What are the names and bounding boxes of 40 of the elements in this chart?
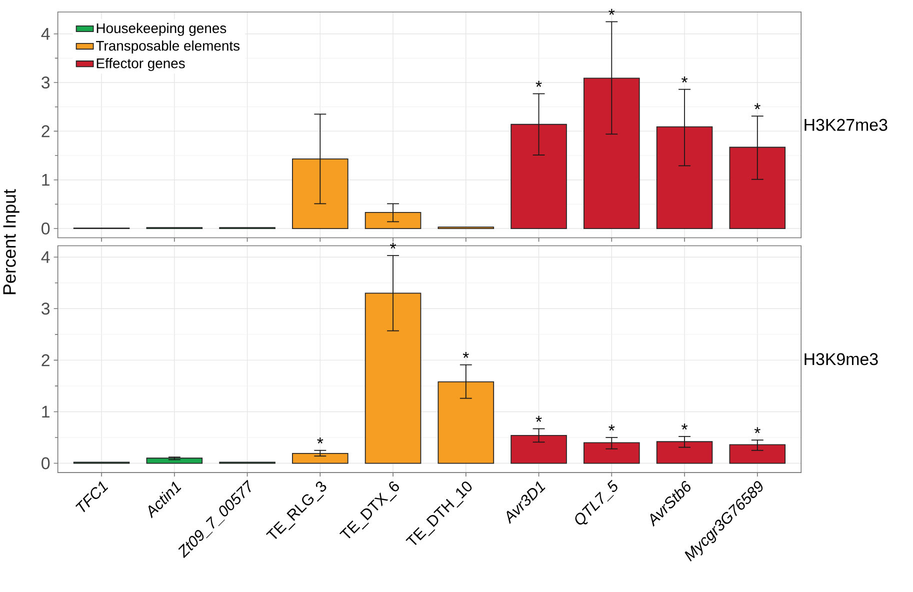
y-tick-label: 3 [42,76,50,88]
bar [584,77,640,229]
bar [510,434,567,464]
y-tick-label: 1 [42,174,50,186]
annotation: * [608,8,615,15]
annotation: * [462,352,469,358]
legend-label: Transposable elements [96,40,240,54]
annotation: * [682,423,688,430]
annotation: * [754,103,760,109]
annotation: * [754,427,760,433]
annotation: * [536,80,542,87]
bar [656,440,713,464]
bar [584,442,640,464]
annotation: * [608,424,615,430]
legend-label: Effector genes [96,58,185,71]
y-tick-label: 2 [42,354,50,366]
annotation: * [390,242,396,248]
text: H3K9me3 [804,352,878,365]
bar [729,146,786,229]
bar [364,292,422,464]
annotation: * [682,76,688,82]
bar [438,381,494,464]
bar [729,444,786,464]
bar [292,452,348,464]
bar [510,124,567,229]
bar [146,457,203,464]
bar [656,126,713,229]
annotation: * [536,416,542,422]
y-tick-label: 2 [42,125,50,137]
y-tick-label: 1 [42,406,50,418]
annotation: * [317,437,324,444]
y-tick-label: 4 [41,28,50,40]
bar [364,212,422,229]
y-tick-label: 0 [42,457,50,470]
legend-label: Housekeeping genes [96,22,226,36]
y-tick-label: 0 [42,222,50,234]
y-tick-label: 3 [42,302,50,314]
text: H3K27me3 [804,118,888,131]
y-tick-label: 4 [41,251,50,263]
y-axis-title: Percent Input [3,188,20,294]
